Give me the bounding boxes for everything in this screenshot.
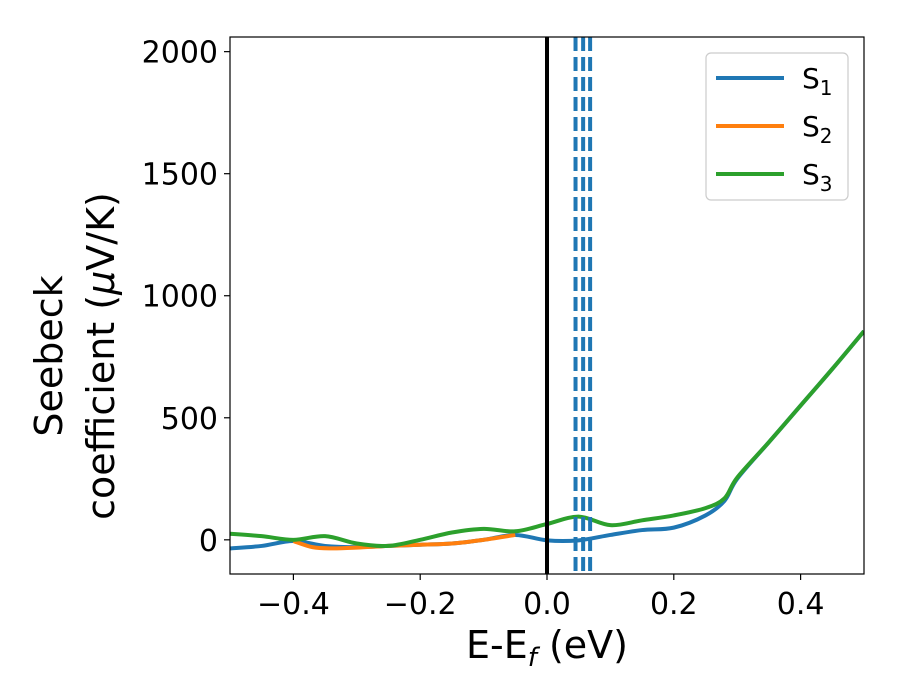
x-tick-label: −0.4 [257, 587, 330, 622]
y-tick-label: 1000 [142, 280, 218, 315]
y-tick-label: 500 [161, 402, 218, 437]
legend-label-s1: S1 [802, 62, 833, 100]
curves-group [230, 329, 864, 551]
x-tick-label: 0.2 [650, 587, 698, 622]
x-tick-label: 0.0 [523, 587, 571, 622]
vertical-lines-group [545, 37, 593, 574]
y-tick-label: 0 [199, 524, 218, 559]
legend-label-s2: S2 [802, 110, 833, 148]
legend-label-s3: S3 [802, 158, 833, 196]
x-axis-label: E-Ef (eV) [466, 623, 628, 673]
y-axis-ticks: 0 500 1000 1500 2000 [142, 36, 230, 559]
y-tick-label: 2000 [142, 36, 218, 71]
x-tick-label: −0.2 [384, 587, 457, 622]
x-tick-label: 0.4 [777, 587, 825, 622]
y-axis-label-line2: coefficient (μV/K) [79, 192, 123, 520]
series-line-s3 [230, 329, 864, 549]
legend: S1 S2 S3 [705, 52, 849, 201]
y-axis-label-line1: Seebeck [27, 275, 71, 436]
x-axis-ticks: −0.4 −0.2 0.0 0.2 0.4 [257, 574, 824, 622]
y-tick-label: 1500 [142, 158, 218, 193]
